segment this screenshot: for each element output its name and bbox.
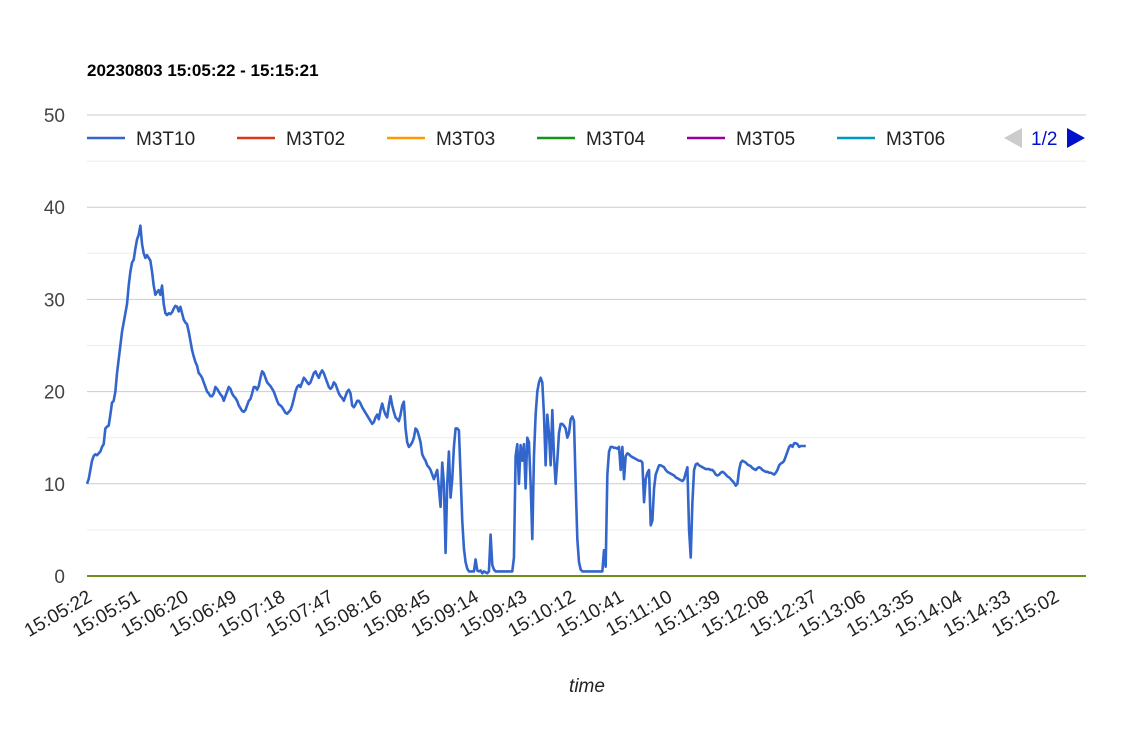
y-tick-label: 30 [44,290,65,311]
legend-item-m3t04[interactable]: M3T04 [537,129,646,150]
y-tick-label: 40 [44,198,65,219]
legend-label: M3T02 [286,129,345,150]
legend: M3T10 M3T02 M3T03 M3T04 M3T05 M3T06 [87,129,945,150]
legend-label: M3T10 [136,129,195,150]
legend-label: M3T06 [886,129,945,150]
legend-item-m3t02[interactable]: M3T02 [237,129,345,150]
y-axis: 0 10 20 30 40 50 [44,106,65,588]
pager-prev-icon[interactable] [1004,128,1022,148]
chart-title: 20230803 15:05:22 - 15:15:21 [87,61,319,80]
y-tick-label: 0 [54,567,65,588]
series-line-m3t10 [85,224,806,575]
y-tick-label: 50 [44,106,65,127]
y-tick-label: 20 [44,383,65,404]
legend-item-m3t06[interactable]: M3T06 [837,129,945,150]
y-tick-label: 10 [44,475,65,496]
x-axis-label: time [569,676,605,697]
pager-next-icon[interactable] [1067,128,1085,148]
pager-label: 1/2 [1031,129,1057,150]
gridlines [87,114,1086,531]
legend-label: M3T03 [436,129,495,150]
legend-pager[interactable]: 1/2 [1004,128,1085,150]
legend-item-m3t10[interactable]: M3T10 [87,129,195,150]
legend-item-m3t05[interactable]: M3T05 [687,129,795,150]
legend-label: M3T05 [736,129,795,150]
x-axis: 15:05:2215:05:5115:06:2015:06:4915:07:18… [21,586,1063,641]
legend-label: M3T04 [586,129,646,150]
legend-item-m3t03[interactable]: M3T03 [387,129,495,150]
series-layer [85,224,1086,577]
